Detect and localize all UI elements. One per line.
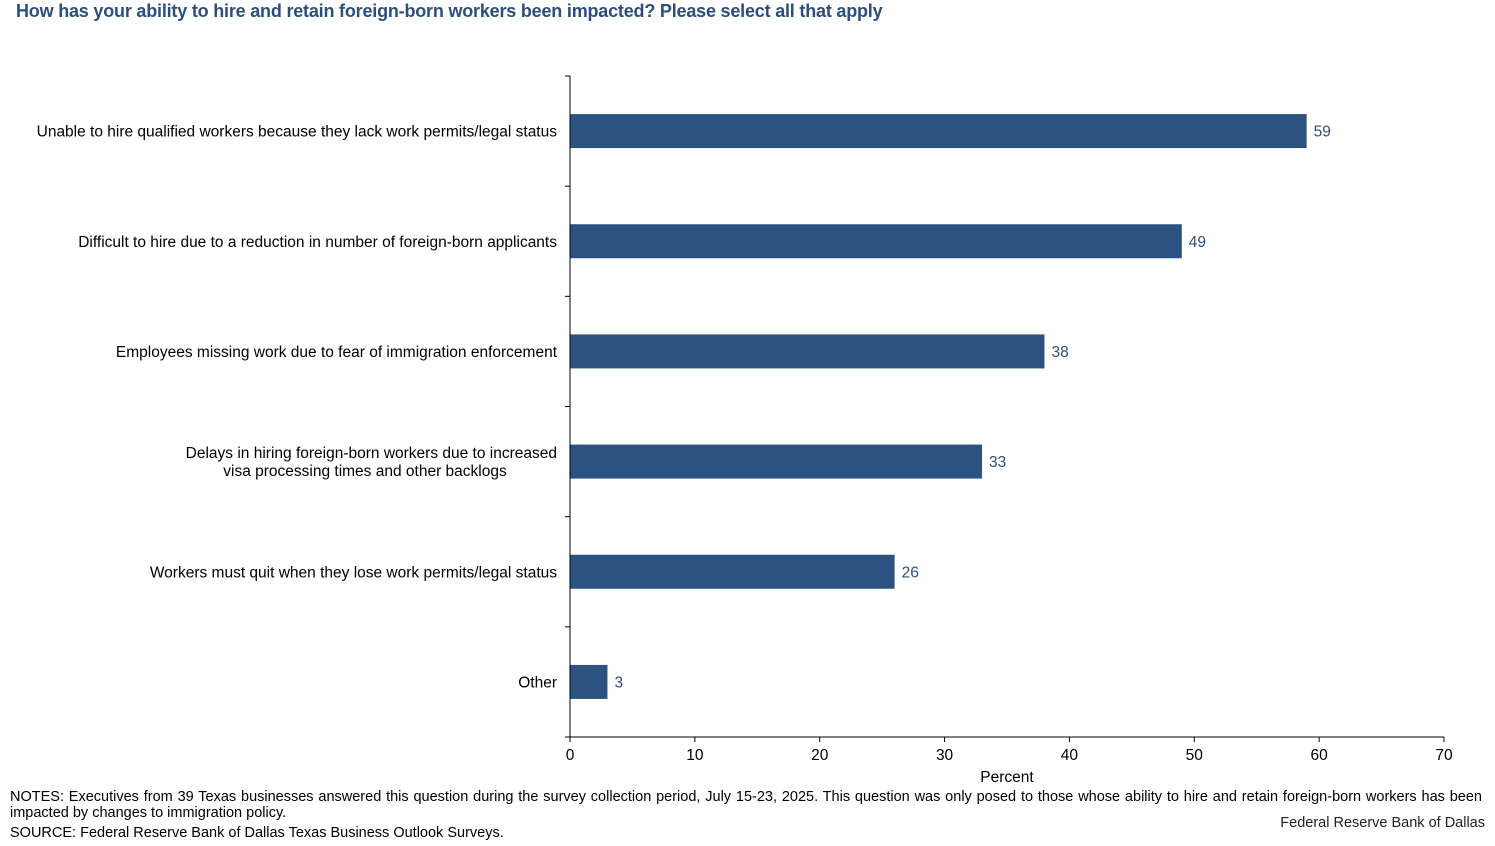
x-axis-title: Percent bbox=[980, 769, 1034, 786]
category-label: Workers must quit when they lose work pe… bbox=[150, 564, 557, 581]
x-tick-label: 20 bbox=[811, 747, 829, 764]
bar bbox=[570, 444, 983, 479]
x-tick-label: 40 bbox=[1061, 747, 1079, 764]
bar bbox=[570, 664, 608, 699]
chart-source: SOURCE: Federal Reserve Bank of Dallas T… bbox=[10, 825, 504, 841]
data-label: 38 bbox=[1051, 344, 1068, 361]
data-label: 3 bbox=[614, 674, 623, 691]
data-label: 33 bbox=[989, 454, 1006, 471]
category-label: Delays in hiring foreign-born workers du… bbox=[186, 445, 557, 462]
data-label: 26 bbox=[902, 564, 919, 581]
x-tick-label: 70 bbox=[1435, 747, 1453, 764]
bar bbox=[570, 114, 1307, 149]
x-tick-label: 50 bbox=[1186, 747, 1204, 764]
x-tick-label: 0 bbox=[566, 747, 575, 764]
data-label: 49 bbox=[1189, 234, 1206, 251]
category-label: Other bbox=[518, 674, 557, 691]
x-tick-label: 10 bbox=[686, 747, 704, 764]
bar bbox=[570, 334, 1045, 369]
x-tick-label: 30 bbox=[936, 747, 954, 764]
category-label: Difficult to hire due to a reduction in … bbox=[78, 234, 557, 251]
bar bbox=[570, 224, 1182, 259]
chart-title: How has your ability to hire and retain … bbox=[16, 1, 883, 21]
x-tick-label: 60 bbox=[1311, 747, 1329, 764]
chart-credit: Federal Reserve Bank of Dallas bbox=[1280, 815, 1485, 831]
category-label: visa processing times and other backlogs bbox=[223, 463, 507, 480]
bar bbox=[570, 554, 895, 589]
category-label: Employees missing work due to fear of im… bbox=[116, 344, 558, 361]
bar-chart: 59 Unable to hire qualified workers becau… bbox=[37, 75, 1453, 786]
chart-notes: NOTES: Executives from 39 Texas business… bbox=[10, 789, 1482, 821]
category-label: Unable to hire qualified workers because… bbox=[37, 124, 558, 141]
data-label: 59 bbox=[1314, 124, 1331, 141]
